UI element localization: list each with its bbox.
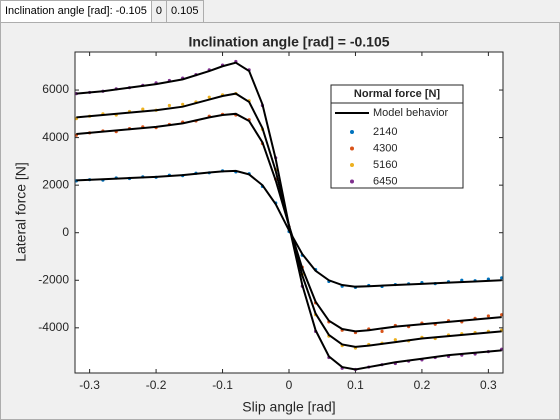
x-tick-label: 0: [286, 378, 293, 392]
legend-label: 4300: [373, 142, 397, 154]
data-point: [486, 314, 490, 318]
y-tick-label: -2000: [38, 272, 69, 286]
legend-swatch: [350, 146, 354, 151]
legend-label: 5160: [373, 159, 397, 171]
x-tick-label: 0.1: [347, 378, 364, 392]
legend: [330, 84, 464, 189]
x-tick-label: -0.2: [146, 378, 167, 392]
legend-label: 2140: [373, 126, 397, 138]
tab-bar: Inclination angle [rad]: -0.105 0 0.105: [0, 0, 204, 22]
x-tick-label: -0.1: [212, 378, 233, 392]
data-point: [380, 329, 384, 333]
x-axis-label: Slip angle [rad]: [242, 399, 335, 415]
data-point: [181, 102, 185, 106]
model-line: [76, 169, 502, 288]
data-point: [167, 103, 171, 108]
tab[interactable]: Inclination angle [rad]: -0.105: [0, 0, 152, 22]
y-axis-label: Lateral force [N]: [13, 162, 29, 262]
legend-swatch: [350, 163, 354, 167]
x-tick-label: 0.2: [414, 378, 431, 392]
legend-swatch: [350, 179, 354, 184]
model-line: [76, 61, 502, 371]
legend-label: Model behavior: [373, 107, 449, 119]
data-point: [207, 95, 211, 99]
y-tick-label: 4000: [42, 130, 69, 144]
data-point: [500, 276, 504, 280]
axes-box: [74, 51, 504, 374]
x-tick-label: 0.3: [480, 378, 497, 392]
data-point: [141, 107, 145, 111]
y-tick-label: 6000: [42, 82, 69, 96]
y-tick-label: -4000: [38, 320, 69, 334]
legend-label: 6450: [373, 175, 397, 187]
y-tick-label: 2000: [42, 177, 69, 191]
legend-swatch: [350, 130, 354, 134]
data-point: [393, 338, 397, 342]
tab[interactable]: 0.105: [166, 0, 204, 22]
legend-title: Normal force [N]: [354, 88, 441, 100]
y-tick-label: 0: [62, 225, 69, 239]
chart-title: Inclination angle [rad] = -0.105: [188, 34, 389, 50]
data-point: [500, 313, 504, 317]
x-tick-label: -0.3: [79, 378, 100, 392]
